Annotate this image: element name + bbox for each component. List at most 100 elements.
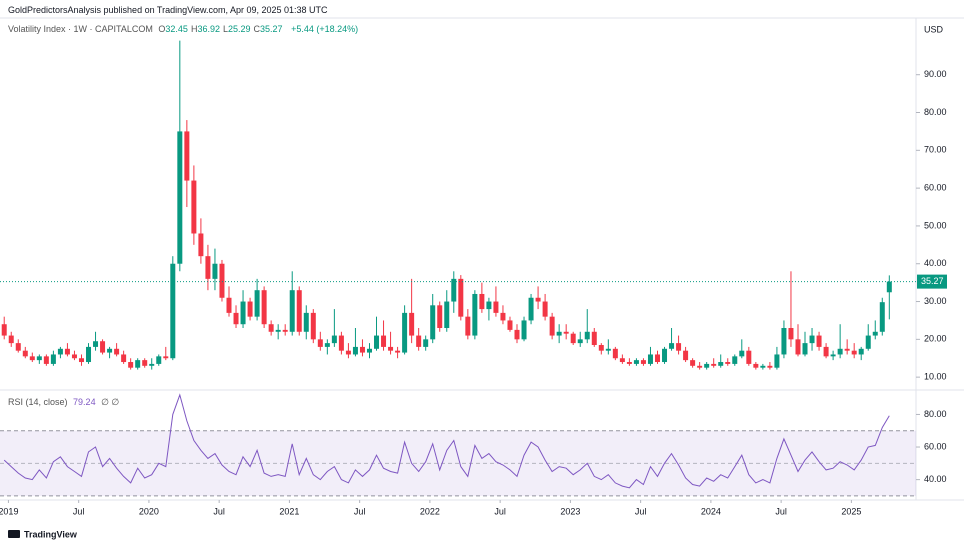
y-tick-label: 80.00: [924, 107, 947, 117]
candle-body: [465, 316, 471, 336]
candle-body: [767, 365, 773, 368]
candle-body: [163, 356, 169, 359]
candle-body: [86, 346, 92, 363]
rsi-y-tick-label: 80.00: [924, 409, 947, 419]
candle-body: [647, 354, 653, 364]
x-tick-label: Jul: [213, 506, 225, 516]
candle-body: [507, 320, 513, 330]
candle-body: [191, 180, 197, 234]
candle-body: [29, 356, 35, 361]
candle-body: [872, 331, 878, 336]
candle-body: [345, 350, 351, 355]
candle-body: [683, 350, 689, 361]
last-price-label: 35.27: [921, 276, 944, 286]
candle-body: [121, 354, 127, 363]
ohlc-value: 35.27: [260, 24, 283, 34]
candle-body: [254, 290, 260, 317]
candle-body: [458, 278, 464, 317]
ohlc-letter: H: [190, 24, 198, 34]
candle-body: [71, 354, 77, 359]
candle-body: [374, 335, 380, 349]
x-tick-label: Jul: [354, 506, 366, 516]
candle-body: [640, 360, 646, 364]
candle-body: [416, 335, 422, 347]
candle-body: [303, 312, 309, 332]
candle-body: [423, 339, 429, 347]
x-tick-label: 2023: [560, 506, 580, 516]
logo-text: TradingView: [24, 529, 78, 539]
candle-body: [437, 305, 443, 328]
x-tick-label: 2024: [701, 506, 721, 516]
candle-body: [549, 316, 555, 336]
candle-body: [114, 348, 120, 355]
candle-body: [809, 335, 815, 344]
y-tick-label: 90.00: [924, 69, 947, 79]
ohlc-value: 32.45: [165, 24, 188, 34]
last-price-box: [917, 274, 947, 289]
candle-body: [226, 297, 232, 313]
logo: [8, 530, 20, 538]
ohlc-letter: C: [253, 24, 261, 34]
rsi-icons: ∅ ∅: [101, 397, 120, 407]
legend: Volatility Index · 1W · CAPITALCOM O32.4…: [8, 24, 361, 34]
candle-body: [444, 301, 450, 328]
candle-body: [198, 233, 204, 257]
candle-body: [830, 354, 836, 357]
candle-body: [142, 360, 148, 366]
candle-body: [795, 339, 801, 355]
rsi-y-tick-label: 40.00: [924, 474, 947, 484]
candle-body: [851, 350, 857, 355]
ohlc: O32.45 H36.92 L25.29 C35.27: [158, 24, 285, 34]
candle-body: [57, 348, 63, 355]
candle-body: [528, 297, 534, 321]
candle-body: [135, 360, 141, 368]
publisher: GoldPredictorsAnalysis published on Trad…: [8, 5, 328, 15]
x-tick-label: 2020: [139, 506, 159, 516]
y-tick-label: 70.00: [924, 145, 947, 155]
candle-body: [1, 324, 7, 336]
candle-body: [725, 362, 731, 364]
candle-body: [837, 348, 843, 355]
candle-body: [802, 343, 808, 355]
candle-body: [331, 335, 337, 344]
candle-body: [170, 263, 176, 359]
candle-body: [268, 324, 274, 332]
x-tick-label: Jul: [635, 506, 647, 516]
candle-body: [746, 350, 752, 364]
candle-body: [697, 365, 703, 368]
candle-body: [472, 293, 478, 336]
candle-body: [774, 354, 780, 368]
candle-body: [879, 302, 885, 332]
candle-body: [219, 263, 225, 298]
y-tick-label: 10.00: [924, 372, 947, 382]
symbol: Volatility Index · 1W · CAPITALCOM: [8, 24, 153, 34]
candle-body: [493, 301, 499, 313]
candle-body: [577, 339, 583, 344]
candle-body: [36, 356, 42, 361]
x-tick-label: 2022: [420, 506, 440, 516]
candle-body: [289, 290, 295, 332]
candle-body: [366, 348, 372, 353]
candle-body: [711, 363, 717, 366]
candle-body: [149, 363, 155, 366]
candle-body: [626, 362, 632, 364]
candle-body: [760, 365, 766, 368]
candle-body: [521, 320, 527, 340]
candle-body: [486, 301, 492, 310]
candle-body: [514, 329, 520, 340]
candles: [1, 40, 892, 370]
candle-body: [43, 356, 49, 364]
y-tick-label: 50.00: [924, 220, 947, 230]
candle-body: [107, 348, 113, 353]
rsi-title: RSI (14, close): [8, 397, 68, 407]
y-tick-label: 40.00: [924, 258, 947, 268]
x-tick-label: Jul: [494, 506, 506, 516]
candle-body: [612, 348, 618, 359]
candle-body: [788, 328, 794, 340]
candle-body: [205, 256, 211, 279]
candle-body: [865, 335, 871, 349]
candle-body: [177, 131, 183, 264]
candle-body: [823, 346, 829, 357]
